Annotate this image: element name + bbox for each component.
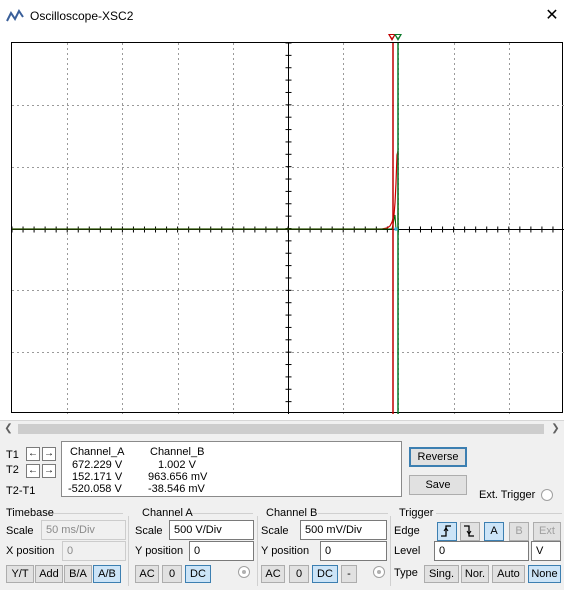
title-bar: Oscilloscope-XSC2 ✕ [0, 0, 564, 32]
trace-channel-b [12, 214, 397, 230]
mode-ab-button[interactable]: A/B [93, 565, 121, 583]
channel-a-title: Channel A [142, 507, 193, 519]
horizontal-scrollbar[interactable]: ❮ ❯ [0, 420, 564, 437]
timebase-scale-label: Scale [6, 525, 34, 537]
channel-b-radio[interactable] [373, 566, 385, 578]
t1-label: T1 [6, 449, 19, 461]
channel-a-radio[interactable] [238, 566, 250, 578]
x-position-field[interactable]: 0 [62, 541, 126, 561]
type-label: Type [394, 567, 418, 579]
close-icon[interactable]: ✕ [545, 7, 559, 24]
channel-a-ac-button[interactable]: AC [135, 565, 159, 583]
save-button[interactable]: Save [409, 475, 467, 495]
channel-b-ac-button[interactable]: AC [261, 565, 285, 583]
t2-left-arrow-icon[interactable]: ← [26, 464, 40, 478]
type-auto-button[interactable]: Auto [492, 565, 525, 583]
trigger-title: Trigger [399, 507, 434, 519]
level-unit-field[interactable]: V [531, 541, 561, 561]
separator-2 [257, 516, 258, 586]
channel-b-ypos-field[interactable]: 0 [320, 541, 387, 561]
window-title: Oscilloscope-XSC2 [30, 9, 134, 23]
channel-b-title: Channel B [266, 507, 318, 519]
channel-a-ypos-field[interactable]: 0 [189, 541, 254, 561]
rising-edge-icon[interactable] [437, 522, 457, 541]
ext-trigger-radio[interactable] [541, 489, 553, 501]
reverse-button[interactable]: Reverse [409, 447, 467, 467]
trigger-source-ext-button[interactable]: Ext [533, 522, 561, 541]
t1-right-arrow-icon[interactable]: → [42, 447, 56, 461]
readout-diff-a: -520.058 V [68, 483, 122, 495]
scope-screen[interactable] [11, 42, 564, 414]
channel-a-scale-field[interactable]: 500 V/Div [169, 520, 254, 540]
timebase-divider [46, 513, 123, 514]
channel-b-divider [318, 513, 388, 514]
t1-left-arrow-icon[interactable]: ← [26, 447, 40, 461]
trigger-source-b-button[interactable]: B [509, 522, 529, 541]
timebase-title: Timebase [6, 507, 54, 519]
timebase-scale-field[interactable]: 50 ms/Div [41, 520, 126, 540]
channel-b-scale-label: Scale [261, 525, 289, 537]
separator-1 [128, 516, 129, 586]
cursor-readout: Channel_A Channel_B 672.229 V 1.002 V 15… [61, 441, 402, 497]
mode-yt-button[interactable]: Y/T [6, 565, 34, 583]
scroll-left-icon[interactable]: ❮ [4, 423, 13, 434]
scope-grid [12, 43, 564, 414]
readout-header-b: Channel_B [150, 446, 205, 458]
falling-edge-icon[interactable] [460, 522, 480, 541]
level-field[interactable]: 0 [434, 541, 529, 561]
type-none-button[interactable]: None [528, 565, 561, 583]
t2-label: T2 [6, 464, 19, 476]
trigger-divider [436, 513, 562, 514]
channel-a-scale-label: Scale [135, 525, 163, 537]
t2-t1-label: T2-T1 [6, 485, 36, 497]
type-normal-button[interactable]: Nor. [461, 565, 489, 583]
oscilloscope-icon [6, 9, 24, 22]
readout-t1-b: 1.002 V [158, 459, 196, 471]
level-label: Level [394, 545, 421, 557]
channel-a-dc-button[interactable]: DC [185, 565, 211, 583]
mode-add-button[interactable]: Add [35, 565, 63, 583]
trigger-source-a-button[interactable]: A [484, 522, 504, 541]
readout-header-a: Channel_A [70, 446, 125, 458]
channel-a-zero-button[interactable]: 0 [162, 565, 182, 583]
cursor-point [394, 227, 398, 231]
channel-a-divider [190, 513, 253, 514]
readout-diff-b: -38.546 mV [148, 483, 205, 495]
readout-t2-b: 963.656 mV [148, 471, 208, 483]
channel-a-ypos-label: Y position [135, 545, 184, 557]
edge-label: Edge [394, 525, 420, 537]
readout-t1-a: 672.229 V [72, 459, 123, 471]
scroll-right-icon[interactable]: ❯ [551, 423, 560, 434]
readout-t2-a: 152.171 V [72, 471, 123, 483]
ext-trigger-label: Ext. Trigger [479, 489, 536, 501]
cursor-markers[interactable] [386, 34, 408, 44]
channel-b-scale-field[interactable]: 500 mV/Div [300, 520, 387, 540]
channel-b-ypos-label: Y position [261, 545, 310, 557]
trace-channel-a [12, 150, 399, 230]
separator-3 [390, 516, 391, 586]
t2-right-arrow-icon[interactable]: → [42, 464, 56, 478]
mode-ba-button[interactable]: B/A [64, 565, 92, 583]
channel-b-zero-button[interactable]: 0 [289, 565, 309, 583]
channel-b-dc-button[interactable]: DC [312, 565, 338, 583]
x-position-label: X position [6, 545, 55, 557]
type-single-button[interactable]: Sing. [424, 565, 459, 583]
channel-b-invert-button[interactable]: - [341, 565, 357, 583]
scroll-thumb[interactable] [18, 424, 544, 434]
